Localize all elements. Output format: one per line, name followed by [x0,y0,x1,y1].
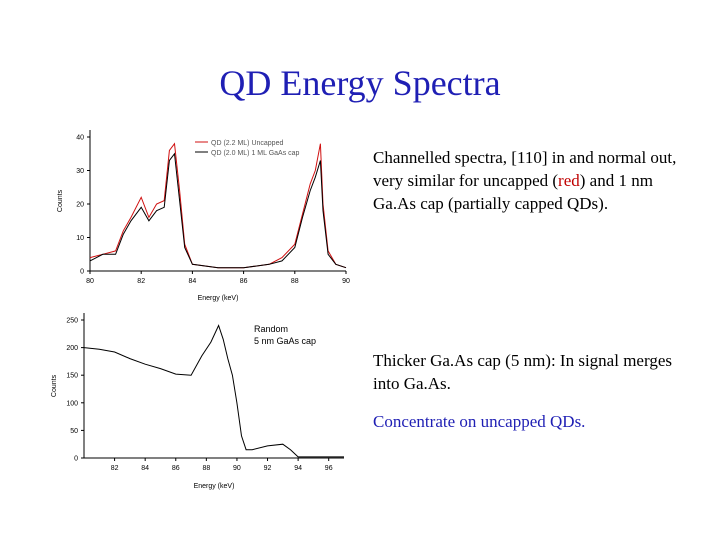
slide-title: QD Energy Spectra [219,63,501,103]
bottom-ytick-label: 150 [66,373,78,380]
top-chart: 80 82 84 86 88 90 0 10 20 30 40 QD (2.2 ML) Uncapp… [57,130,350,302]
bottom-ytick-label: 50 [70,428,78,435]
top-xtick-label: 84 [189,278,197,285]
bottom-ytick-label: 200 [66,345,78,352]
bottom-ytick-label: 0 [74,456,78,463]
top-frame [89,130,346,272]
annotation-cap: 5 nm GaAs cap [254,336,316,346]
top-ytick-label: 10 [76,235,84,242]
legend-uncapped: QD (2.2 ML) Uncapped [211,140,283,147]
text-concentrate: Concentrate on uncapped QDs. [373,412,586,431]
bottom-chart: 82 84 86 88 90 92 94 96 0 50 100 150 200 250 Random 5… [51,313,344,490]
top-series-line-1 [89,152,347,269]
bottom-xlabel: Energy (keV) [194,483,235,490]
bottom-xtick-label: 96 [325,465,333,472]
text-thicker-cap: Thicker Ga.As cap (5 nm): In signal merg… [373,351,672,393]
bottom-xtick-label: 86 [172,465,180,472]
bottom-xtick-label: 94 [294,465,302,472]
bottom-xtick-label: 92 [264,465,272,472]
annotation-random: Random [254,324,288,334]
top-ytick-label: 30 [76,168,84,175]
bottom-xtick-label: 90 [233,465,241,472]
red-word: red [558,171,580,190]
bottom-ytick-label: 250 [66,318,78,325]
top-xtick-label: 90 [342,278,350,285]
bottom-xtick-label: 82 [111,465,119,472]
bottom-series-line-0 [83,324,344,458]
top-ytick-label: 40 [76,135,84,142]
bottom-frame [83,313,344,459]
top-xtick-label: 88 [291,278,299,285]
top-xlabel: Energy (keV) [198,295,239,302]
top-legend: QD (2.2 ML) Uncapped QD (2.0 ML) 1 ML Ga… [195,140,300,157]
top-ytick-label: 20 [76,202,84,209]
text-channelled: Channelled spectra, [110] in and normal … [373,148,677,213]
top-xtick-label: 82 [137,278,145,285]
top-series-line-0 [89,142,347,269]
top-ylabel: Counts [57,189,64,212]
top-xtick-label: 86 [240,278,248,285]
bottom-xtick-label: 88 [202,465,210,472]
legend-capped: QD (2.0 ML) 1 ML GaAs cap [211,150,300,157]
top-xtick-label: 80 [86,278,94,285]
top-ytick-label: 0 [80,269,84,276]
bottom-ylabel: Counts [51,374,58,397]
bottom-xtick-label: 84 [141,465,149,472]
bottom-ytick-label: 100 [66,400,78,407]
